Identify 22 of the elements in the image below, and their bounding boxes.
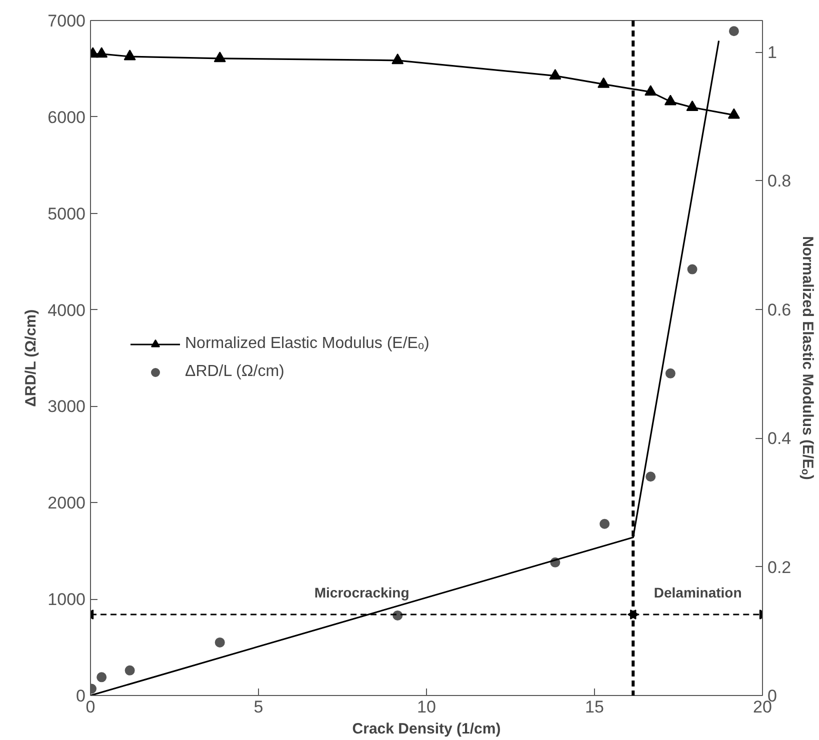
y-tick-label: 5000 xyxy=(48,204,86,224)
x-axis-title: Crack Density (1/cm) xyxy=(352,720,501,738)
y-tick-label: 7000 xyxy=(48,12,86,30)
annotation: Delamination xyxy=(654,584,742,600)
y-tick-label: 2000 xyxy=(48,494,86,513)
y-axis-title: ΔRD/L (Ω/cm) xyxy=(22,309,40,407)
legend-label: Normalized Elastic Modulus (E/Eₒ) xyxy=(185,334,430,352)
y-tick-label: 3000 xyxy=(48,397,86,416)
y-tick-label: 1000 xyxy=(48,590,86,610)
y2-axis-title: Normalized Elastic Modulus (E/Eₒ) xyxy=(799,236,816,480)
y2-tick-label: 1 xyxy=(768,43,777,62)
annotation: Microcracking xyxy=(314,584,410,600)
x-tick-label: 15 xyxy=(585,698,604,716)
y-tick-label: 4000 xyxy=(48,300,86,320)
y2-tick-label: 0.2 xyxy=(768,558,792,577)
x-tick-label: 5 xyxy=(254,698,264,716)
y2-tick-label: 0.6 xyxy=(768,300,792,320)
x-tick-label: 10 xyxy=(417,698,436,716)
y-tick-label: 6000 xyxy=(48,108,86,127)
y2-tick-label: 0.8 xyxy=(768,172,792,191)
y2-tick-label: 0.4 xyxy=(768,429,792,448)
legend-label: ΔRD/L (Ω/cm) xyxy=(185,362,284,380)
